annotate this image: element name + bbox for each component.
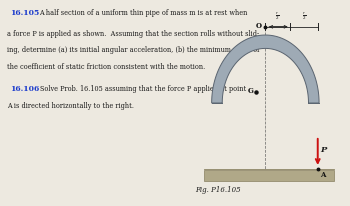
Text: 16.105: 16.105	[10, 9, 40, 17]
Text: P: P	[320, 146, 327, 154]
Text: A: A	[320, 171, 325, 179]
Text: A is directed horizontally to the right.: A is directed horizontally to the right.	[7, 102, 134, 110]
Text: a force P is applied as shown.  Assuming that the section rolls without slid-: a force P is applied as shown. Assuming …	[7, 30, 260, 38]
Text: O: O	[256, 22, 262, 30]
Text: A half section of a uniform thin pipe of mass m is at rest when: A half section of a uniform thin pipe of…	[39, 9, 248, 17]
Text: the coefficient of static friction consistent with the motion.: the coefficient of static friction consi…	[7, 63, 206, 71]
Text: G: G	[247, 87, 253, 95]
Text: $\frac{r}{2}$: $\frac{r}{2}$	[302, 11, 306, 22]
Text: Solve Prob. 16.105 assuming that the force P applied at point: Solve Prob. 16.105 assuming that the for…	[40, 85, 246, 94]
Text: Fig. P16.105: Fig. P16.105	[195, 186, 241, 194]
Text: ing, determine (a) its initial angular acceleration, (b) the minimum value of: ing, determine (a) its initial angular a…	[7, 46, 260, 54]
Polygon shape	[212, 35, 319, 103]
Text: $\frac{r}{2}$: $\frac{r}{2}$	[275, 11, 280, 22]
Bar	[204, 170, 334, 181]
Text: 16.106: 16.106	[10, 85, 40, 94]
